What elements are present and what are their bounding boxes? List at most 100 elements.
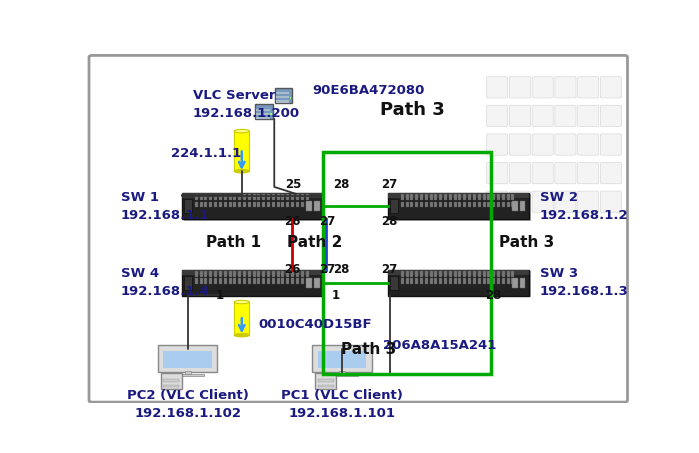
Bar: [205, 202, 208, 207]
Bar: [434, 279, 438, 284]
Bar: [430, 271, 433, 277]
Text: 27: 27: [382, 264, 398, 276]
Bar: [388, 270, 529, 275]
Bar: [473, 279, 476, 284]
Bar: [229, 271, 231, 277]
Text: PC2 (VLC Client)
192.168.1.102: PC2 (VLC Client) 192.168.1.102: [127, 389, 249, 420]
Text: Path 2: Path 2: [287, 235, 343, 250]
Bar: [477, 194, 481, 200]
FancyBboxPatch shape: [487, 105, 507, 126]
Bar: [209, 271, 212, 277]
Bar: [195, 279, 198, 284]
Bar: [233, 271, 236, 277]
Bar: [305, 202, 308, 207]
Bar: [468, 194, 471, 200]
Bar: [502, 271, 505, 277]
Bar: [410, 194, 413, 200]
Bar: [247, 194, 251, 200]
Bar: [200, 194, 203, 200]
Bar: [209, 194, 212, 200]
Bar: [276, 101, 289, 102]
Bar: [512, 271, 514, 277]
Bar: [520, 278, 526, 288]
Bar: [482, 279, 486, 284]
Bar: [473, 194, 476, 200]
Bar: [214, 202, 217, 207]
FancyBboxPatch shape: [555, 77, 576, 98]
Bar: [449, 202, 452, 207]
FancyBboxPatch shape: [487, 134, 507, 155]
Bar: [477, 202, 481, 207]
Bar: [247, 279, 251, 284]
Bar: [512, 202, 514, 207]
Text: SW 1
192.168.1.1: SW 1 192.168.1.1: [121, 191, 210, 222]
FancyBboxPatch shape: [577, 134, 599, 155]
Bar: [219, 202, 222, 207]
FancyBboxPatch shape: [532, 163, 554, 184]
Bar: [487, 271, 490, 277]
Bar: [420, 271, 423, 277]
Bar: [401, 194, 404, 200]
Bar: [410, 279, 413, 284]
Bar: [238, 279, 241, 284]
Text: Path 3: Path 3: [341, 342, 397, 357]
Bar: [473, 271, 476, 277]
Bar: [301, 194, 304, 200]
Bar: [339, 371, 345, 375]
Bar: [257, 271, 261, 277]
Bar: [272, 202, 275, 207]
Text: Path 3: Path 3: [498, 235, 554, 250]
Bar: [287, 202, 289, 207]
Bar: [314, 202, 319, 211]
Bar: [200, 202, 203, 207]
Bar: [185, 371, 191, 375]
Bar: [497, 202, 500, 207]
Text: 27: 27: [382, 178, 398, 191]
Bar: [205, 279, 208, 284]
Bar: [439, 194, 442, 200]
Bar: [275, 88, 292, 102]
Bar: [405, 202, 408, 207]
Bar: [439, 279, 442, 284]
Bar: [290, 97, 291, 99]
FancyBboxPatch shape: [510, 163, 531, 184]
Bar: [315, 372, 336, 389]
Bar: [415, 271, 418, 277]
Bar: [434, 194, 438, 200]
Bar: [272, 279, 275, 284]
Bar: [415, 279, 418, 284]
Bar: [512, 194, 514, 200]
Bar: [234, 302, 250, 335]
FancyBboxPatch shape: [487, 191, 507, 212]
Text: 25: 25: [285, 178, 301, 191]
Bar: [270, 113, 272, 115]
Bar: [497, 279, 500, 284]
Bar: [463, 194, 466, 200]
Bar: [430, 202, 433, 207]
Bar: [267, 271, 270, 277]
Bar: [492, 194, 495, 200]
Bar: [277, 202, 280, 207]
Bar: [182, 270, 323, 296]
FancyBboxPatch shape: [532, 105, 554, 126]
Bar: [276, 92, 289, 94]
FancyBboxPatch shape: [600, 191, 621, 212]
FancyBboxPatch shape: [510, 77, 531, 98]
Bar: [487, 202, 490, 207]
Bar: [459, 194, 461, 200]
Bar: [492, 279, 495, 284]
Bar: [185, 275, 192, 290]
Ellipse shape: [234, 169, 250, 173]
Text: SW 2
192.168.1.2: SW 2 192.168.1.2: [540, 191, 628, 222]
Bar: [497, 194, 500, 200]
Bar: [262, 194, 265, 200]
Bar: [388, 193, 529, 198]
Bar: [267, 279, 270, 284]
Bar: [444, 194, 447, 200]
Text: 27: 27: [319, 264, 335, 276]
Text: 26: 26: [284, 264, 301, 276]
Text: 1: 1: [216, 289, 224, 302]
Bar: [282, 279, 284, 284]
Bar: [252, 279, 256, 284]
Bar: [267, 202, 270, 207]
